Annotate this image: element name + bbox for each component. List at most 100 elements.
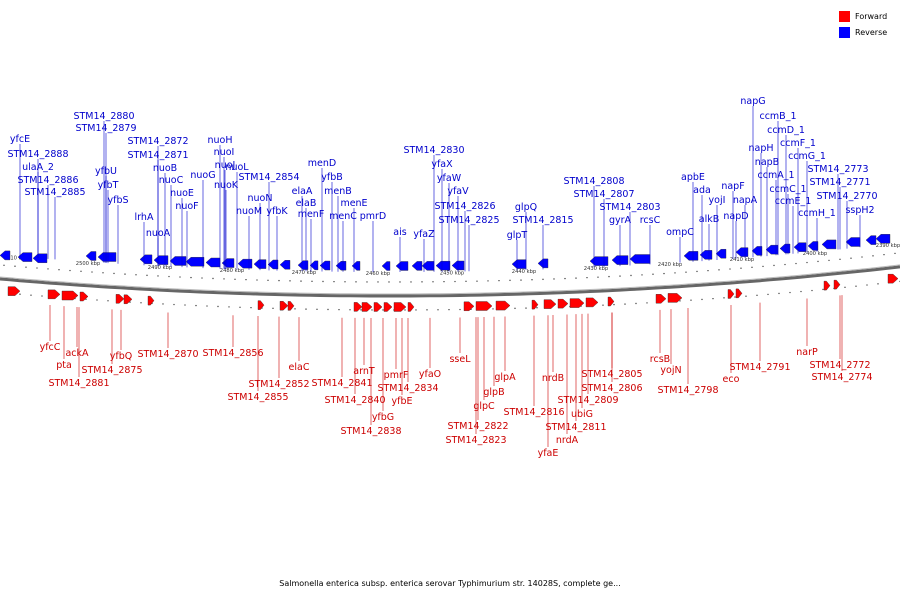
reverse-gene-label: napH	[748, 143, 773, 154]
reverse-gene-label: nuoB	[153, 163, 177, 174]
minor-tick	[641, 274, 643, 276]
minor-tick	[751, 266, 753, 269]
forward-gene-label: ubiG	[571, 409, 593, 420]
forward-gene-label: STM14_2816	[503, 407, 564, 418]
forward-gene-label: STM14_2870	[137, 349, 198, 360]
reverse-gene-arrow	[821, 239, 837, 250]
minor-tick	[212, 277, 214, 280]
reverse-gene-label: STM14_2808	[563, 176, 624, 187]
minor-tick	[239, 306, 241, 309]
minor-tick	[701, 298, 703, 301]
minor-tick	[762, 265, 764, 268]
forward-gene-arrow	[61, 290, 79, 301]
reverse-gene-arrow	[139, 254, 153, 265]
reverse-gene-arrow	[0, 250, 11, 261]
minor-tick	[894, 252, 896, 255]
minor-tick	[828, 259, 830, 262]
minor-tick	[443, 280, 445, 283]
reverse-gene-label: glpQ	[515, 202, 537, 213]
reverse-gene-label: ccmA_1	[758, 170, 795, 181]
axis-tick-label: 2430 kbp	[584, 266, 609, 272]
reverse-gene-label: menE	[340, 198, 367, 209]
minor-tick	[553, 278, 555, 280]
reverse-gene-label: nuoC	[159, 175, 184, 186]
reverse-gene-label: STM14_2879	[75, 123, 136, 134]
axis-tick-label: 2480 kbp	[220, 268, 245, 274]
minor-tick	[734, 296, 736, 298]
minor-tick	[432, 281, 434, 283]
forward-gene-arrow	[727, 289, 735, 299]
reverse-gene-label: ccmE_1	[775, 196, 812, 207]
minor-tick	[135, 274, 137, 276]
reverse-gene-label: STM14_2807	[573, 189, 634, 200]
minor-tick	[245, 278, 247, 281]
reverse-gene-label: menC	[329, 211, 357, 222]
minor-tick	[267, 279, 269, 282]
forward-gene-arrow	[667, 293, 683, 303]
minor-tick	[113, 272, 115, 275]
axis-tick-label: 2410 kbp	[730, 257, 755, 263]
minor-tick	[14, 265, 16, 267]
minor-tick	[327, 308, 329, 311]
forward-gene-label: STM14_2834	[377, 383, 438, 394]
minor-tick	[817, 260, 819, 263]
reverse-gene-arrow	[395, 261, 409, 271]
minor-tick	[410, 281, 412, 283]
minor-tick	[465, 280, 467, 283]
minor-tick	[602, 304, 604, 306]
legend: Forward Reverse	[839, 9, 887, 41]
minor-tick	[613, 303, 615, 306]
axis-tick-label: 2400 kbp	[803, 251, 828, 257]
minor-tick	[520, 279, 522, 281]
forward-gene-arrow	[257, 300, 265, 310]
forward-gene-label: STM14_2806	[581, 383, 642, 394]
minor-tick	[509, 279, 511, 282]
minor-tick	[179, 276, 181, 278]
forward-gene-label: narP	[796, 347, 818, 358]
minor-tick	[696, 270, 698, 273]
forward-gene-label: yfbE	[392, 396, 413, 407]
minor-tick	[36, 267, 38, 269]
legend-label-forward: Forward	[855, 12, 888, 21]
minor-tick	[162, 303, 164, 305]
reverse-gene-label: ccmD_1	[767, 125, 805, 136]
minor-tick	[883, 253, 885, 256]
forward-gene-label: STM14_2809	[557, 395, 618, 406]
minor-tick	[674, 272, 676, 274]
forward-gene-arrow	[147, 295, 155, 306]
minor-tick	[866, 284, 868, 286]
minor-tick	[382, 309, 384, 311]
reverse-gene-label: STM14_2886	[17, 175, 78, 186]
reverse-gene-label: nuoK	[214, 180, 239, 191]
reverse-gene-label: yfaW	[437, 173, 462, 184]
minor-tick	[575, 277, 577, 279]
minor-tick	[256, 279, 258, 281]
minor-tick	[338, 308, 340, 311]
minor-tick	[404, 309, 406, 311]
reverse-gene-arrow	[85, 251, 97, 261]
minor-tick	[415, 309, 417, 311]
map-caption: Salmonella enterica subsp. enterica sero…	[279, 579, 621, 588]
minor-tick	[844, 286, 846, 289]
minor-tick	[300, 280, 302, 282]
forward-gene-label: STM14_2774	[811, 372, 872, 383]
reverse-gene-arrow	[297, 260, 309, 270]
minor-tick	[789, 291, 791, 294]
forward-gene-arrow	[373, 302, 383, 312]
minor-tick	[459, 308, 461, 311]
forward-gene-label: glpC	[473, 401, 495, 412]
reverse-gene-label: alkB	[699, 214, 719, 225]
minor-tick	[800, 290, 802, 293]
legend-item-forward: Forward	[839, 9, 887, 24]
minor-tick	[157, 275, 159, 277]
forward-gene-arrow	[475, 301, 493, 311]
reverse-gene-label: napD	[723, 211, 748, 222]
reverse-gene-arrow	[205, 257, 221, 268]
axis-tick-label: 2470 kbp	[292, 270, 317, 276]
forward-gene-label: STM14_2841	[311, 378, 372, 389]
reverse-gene-arrow	[237, 258, 253, 269]
reverse-gene-label: ccmF_1	[780, 138, 816, 149]
forward-gene-arrow	[887, 273, 899, 284]
minor-tick	[91, 271, 93, 273]
reverse-gene-label: yfbK	[266, 206, 288, 217]
